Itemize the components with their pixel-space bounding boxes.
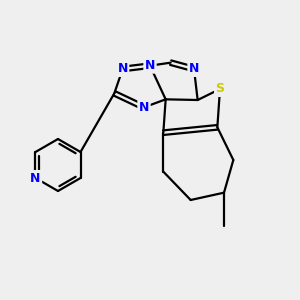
Text: N: N [189, 62, 199, 76]
Text: N: N [145, 59, 155, 72]
Text: N: N [139, 101, 149, 114]
Text: N: N [30, 172, 41, 184]
Text: N: N [118, 62, 128, 76]
Text: S: S [215, 82, 224, 95]
